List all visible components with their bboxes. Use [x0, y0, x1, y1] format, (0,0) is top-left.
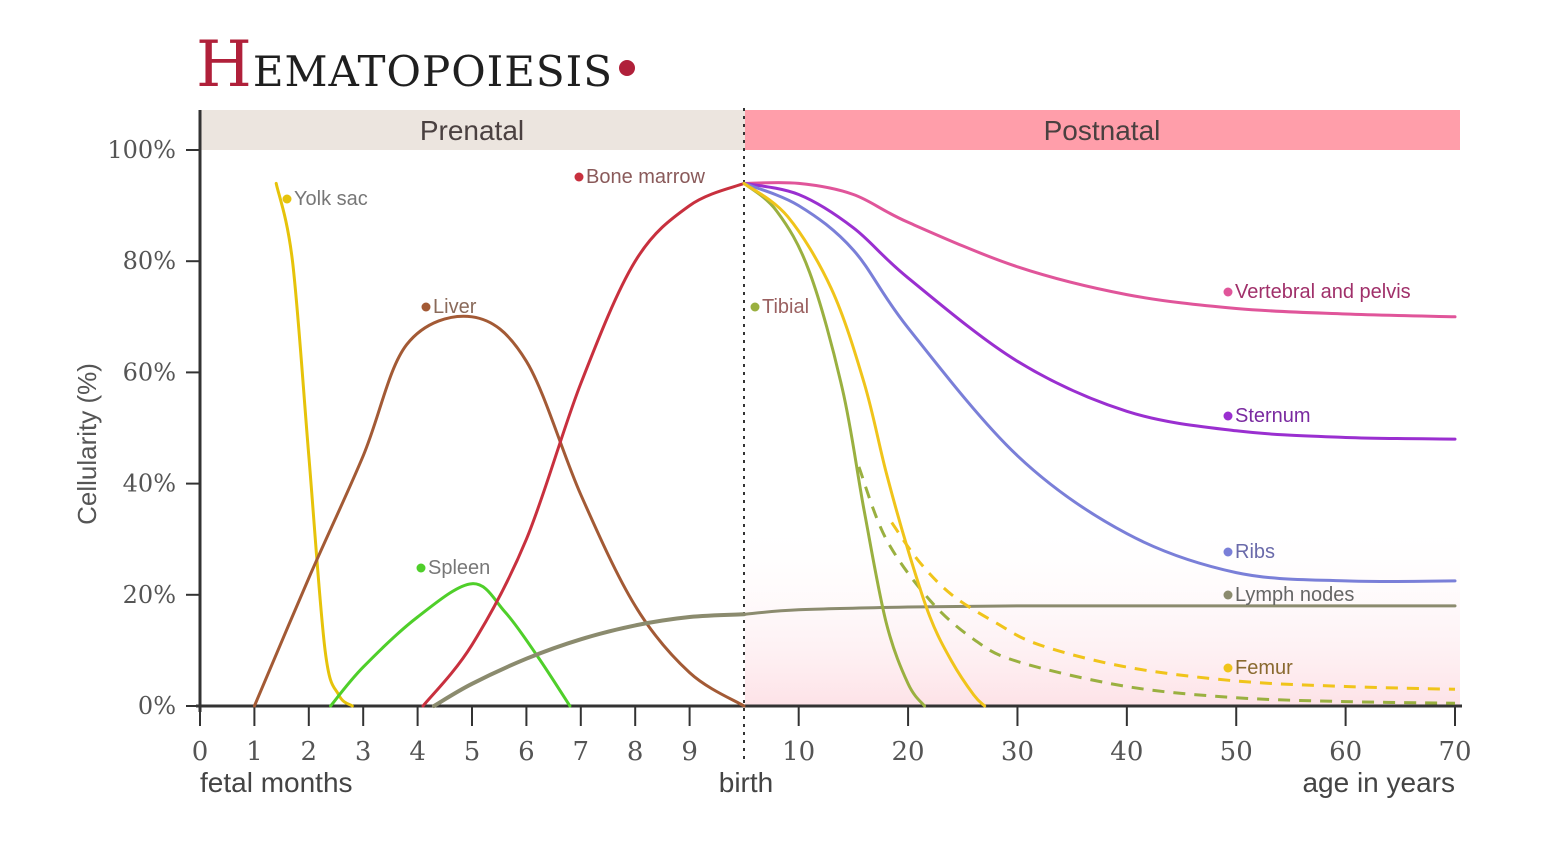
- series-line-tibial: [742, 181, 926, 708]
- x-tick-label: 5: [464, 737, 481, 767]
- prenatal-band: [200, 110, 745, 150]
- series-label-yolk-sac: Yolk sac: [294, 188, 368, 210]
- legend-dot-tibial: [750, 302, 760, 312]
- series-line-femur: [742, 181, 987, 708]
- x-tick-label: 10: [782, 737, 815, 767]
- birth-label: birth: [719, 767, 773, 798]
- series-label-sternum: Sternum: [1235, 405, 1311, 427]
- legend-dot-sternum: [1223, 411, 1233, 421]
- series-label-tibial: Tibial: [762, 296, 809, 318]
- x-tick-label: 4: [409, 737, 426, 767]
- series-line-lymph-nodes: [742, 604, 1457, 616]
- x-tick-label: 50: [1220, 737, 1253, 767]
- legend-dot-ribs: [1223, 547, 1233, 557]
- series-layer: [252, 181, 1457, 708]
- series-label-ribs: Ribs: [1235, 541, 1275, 563]
- legend-dot-bone-marrow: [574, 172, 584, 182]
- series-label-liver: Liver: [433, 296, 477, 318]
- series-line-lymph-nodes-prenatal: [431, 612, 746, 708]
- y-tick-label: 60%: [123, 358, 176, 386]
- x-tick-label: 70: [1438, 737, 1471, 767]
- title-initial: H: [196, 28, 253, 102]
- series-dashed-tibial: [857, 466, 1456, 705]
- legend-dot-yolk-sac: [282, 194, 292, 204]
- legend-dot-liver: [421, 302, 431, 312]
- y-axis-title: Cellularity (%): [72, 363, 102, 525]
- legend-dot-spleen: [416, 563, 426, 573]
- fetal-months-label: fetal months: [200, 767, 353, 798]
- x-tick-label: 1: [246, 737, 263, 767]
- x-tick-label: 20: [892, 737, 925, 767]
- legend-dot-lymph-nodes: [1223, 590, 1233, 600]
- title-dot-icon: [619, 60, 636, 76]
- legend-dot-femur: [1223, 663, 1233, 673]
- x-tick-label: 3: [355, 737, 372, 767]
- x-tick-label: 8: [627, 737, 644, 767]
- series-line-vertebral-and-pelvis: [742, 181, 1457, 319]
- x-tick-label: 30: [1001, 737, 1034, 767]
- legend-dot-vertebral-and-pelvis: [1223, 287, 1233, 297]
- x-tick-label: 0: [192, 737, 209, 767]
- postnatal-band-label: Postnatal: [1044, 115, 1161, 146]
- postnatal-fill-area: [745, 520, 1460, 706]
- x-tick-label: 2: [301, 737, 318, 767]
- y-tick-label: 0%: [138, 692, 176, 720]
- prenatal-band-label: Prenatal: [420, 115, 524, 146]
- x-tick-label: 7: [573, 737, 590, 767]
- y-ticks: 0% 20% 40% 60% 80% 100%: [107, 136, 200, 720]
- y-tick-label: 40%: [123, 470, 176, 498]
- y-tick-label: 80%: [123, 247, 176, 275]
- series-line-ribs: [742, 181, 1457, 584]
- series-line-bone-marrow: [421, 181, 746, 708]
- series-dashed-femur: [890, 521, 1456, 691]
- x-ticks: 0 1 2 3 4 5 6 7 8 9 10 20 30 40 50 60 70: [192, 706, 1472, 767]
- x-tick-label: 9: [681, 737, 698, 767]
- series-label-spleen: Spleen: [428, 557, 490, 579]
- y-tick-label: 20%: [123, 581, 176, 609]
- series-label-vertebral-and-pelvis: Vertebral and pelvis: [1235, 281, 1411, 303]
- y-tick-label: 100%: [107, 136, 176, 164]
- series-line-liver: [252, 314, 746, 708]
- age-in-years-label: age in years: [1302, 767, 1455, 798]
- series-line-spleen: [329, 582, 572, 708]
- x-tick-label: 6: [518, 737, 535, 767]
- postnatal-band: [745, 110, 1460, 150]
- series-label-femur: Femur: [1235, 657, 1293, 679]
- x-tick-label: 40: [1110, 737, 1143, 767]
- series-label-bone-marrow: Bone marrow: [586, 166, 705, 188]
- chart-title: HEMATOPOIESIS: [196, 28, 636, 102]
- series-labels: Yolk sac Liver Spleen Bone marrow Vertebral …: [282, 166, 1411, 679]
- title-rest: EMATOPOIESIS: [252, 47, 614, 96]
- x-tick-label: 60: [1329, 737, 1362, 767]
- series-label-lymph-nodes: Lymph nodes: [1235, 584, 1354, 606]
- series-line-sternum: [742, 181, 1457, 441]
